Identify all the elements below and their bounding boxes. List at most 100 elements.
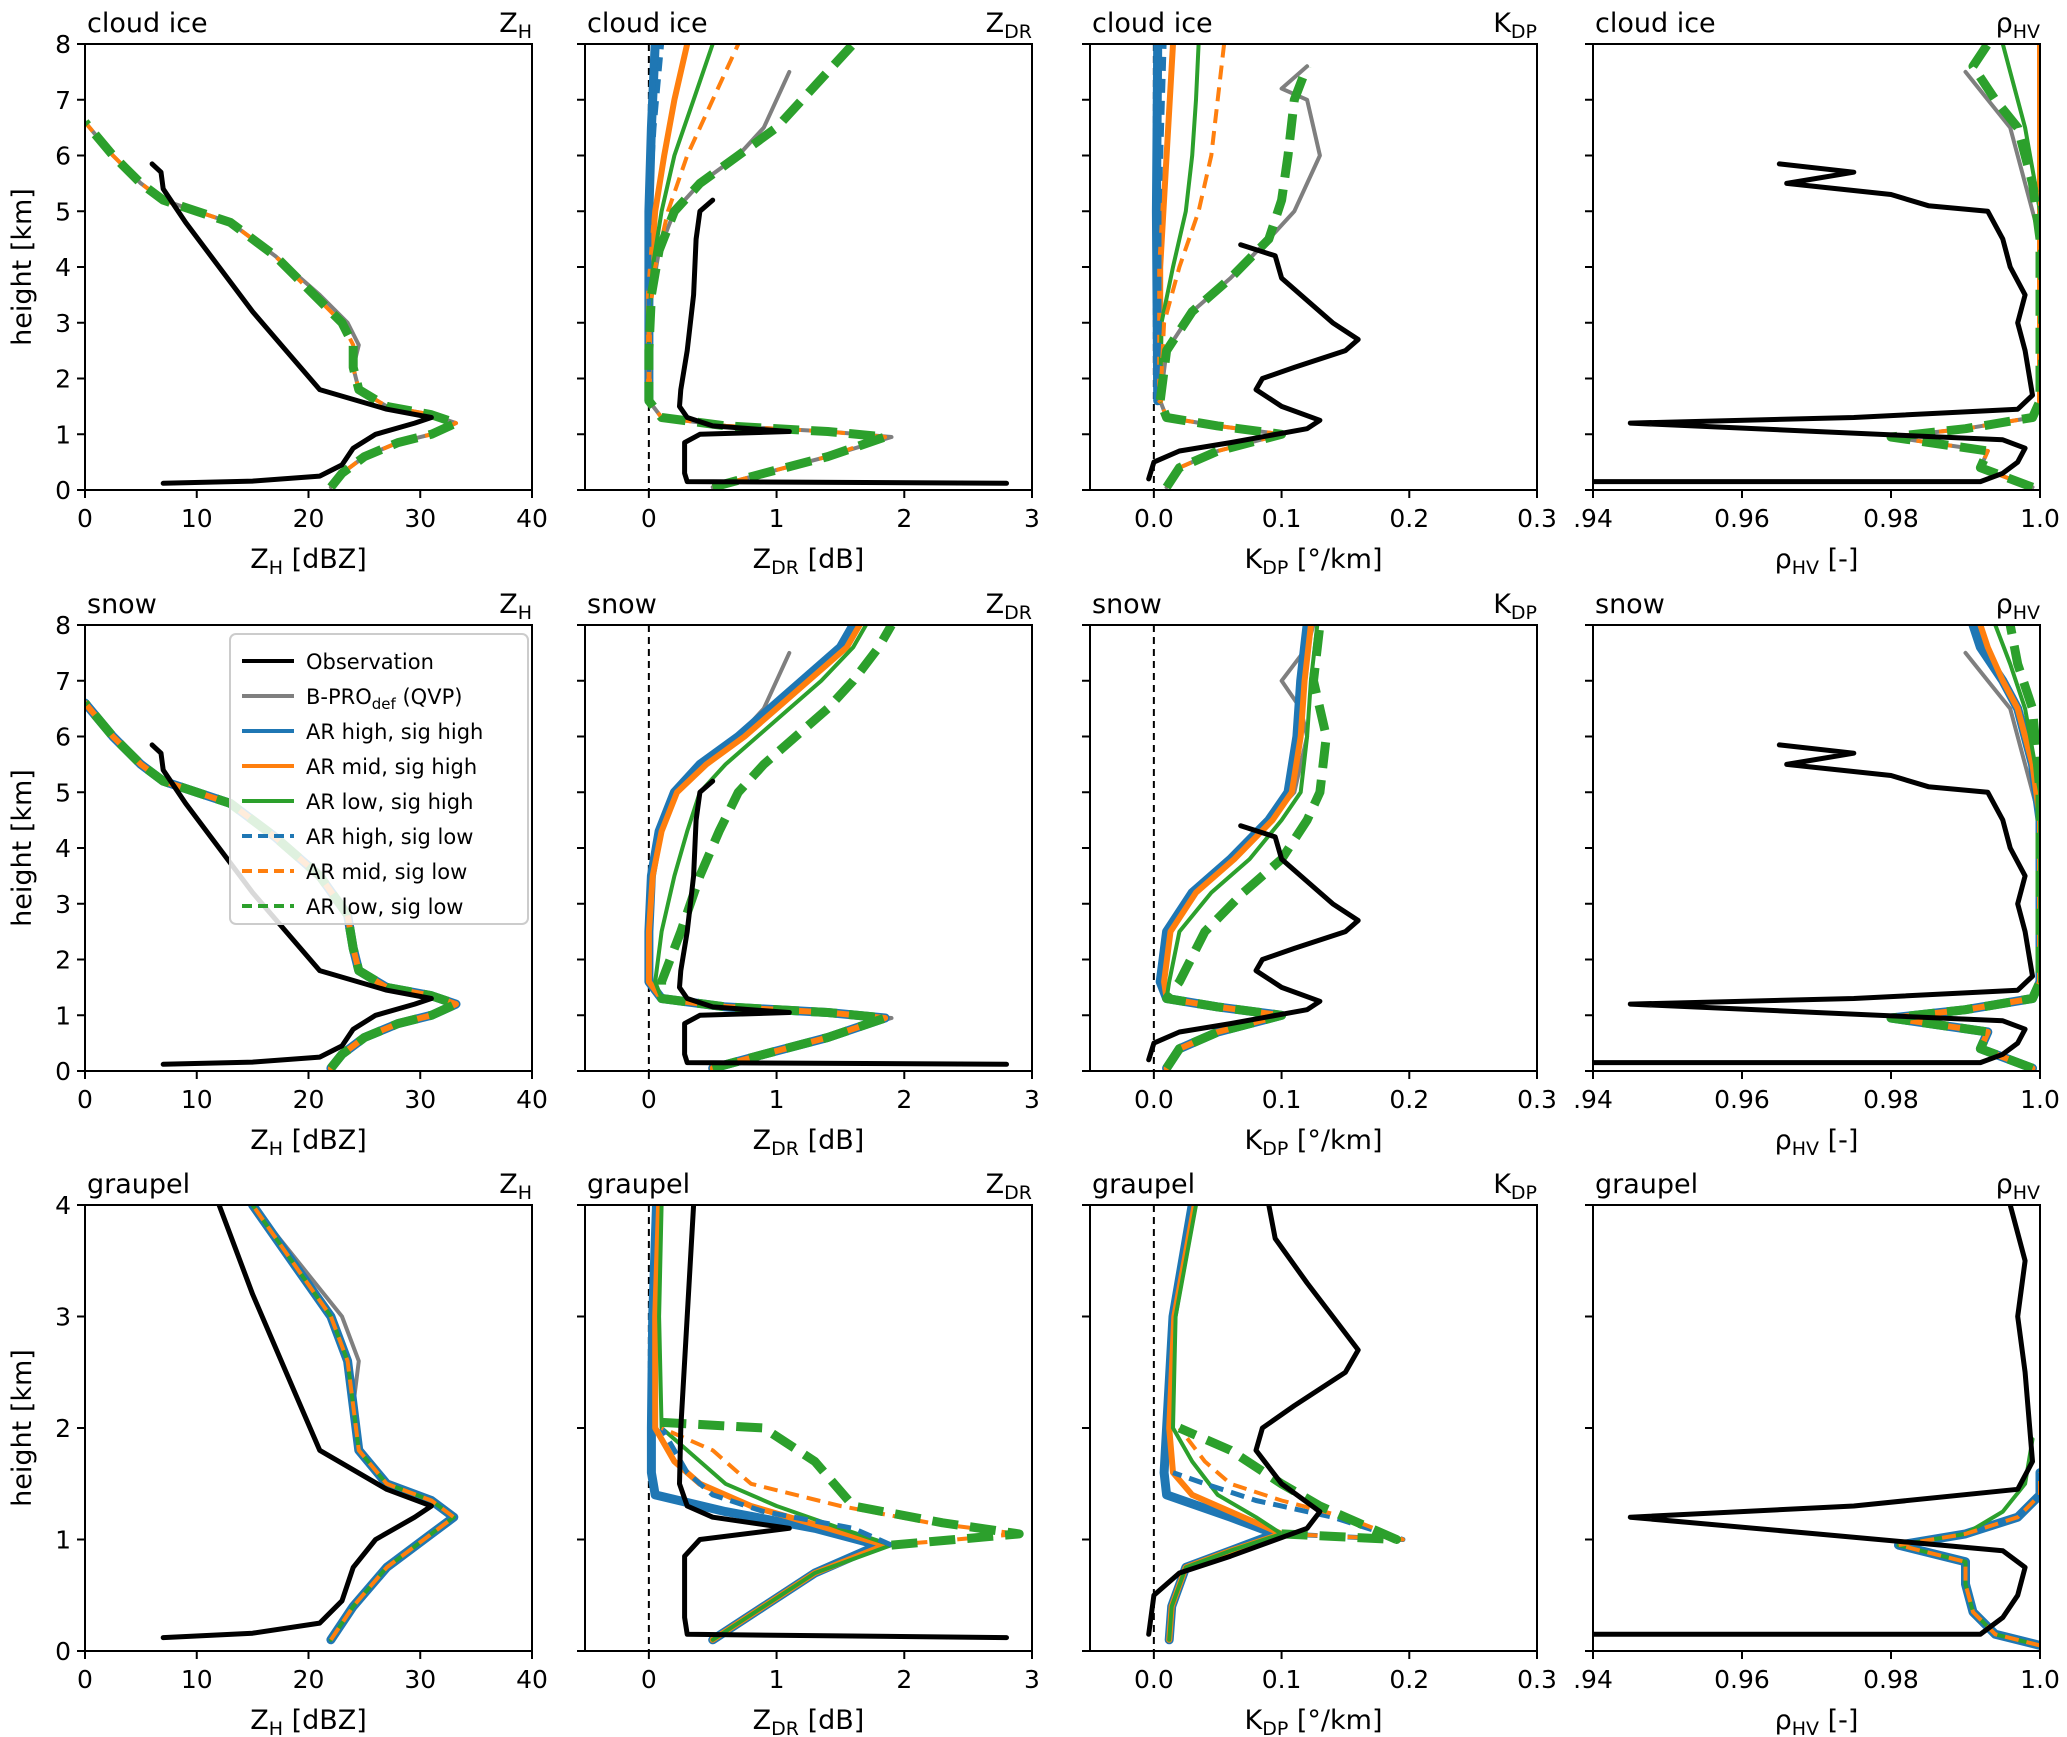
series-line-ar-mid-sig-low bbox=[1889, 44, 2040, 490]
x-tick-label: 1 bbox=[769, 1665, 785, 1694]
series-group bbox=[160, 1205, 459, 1645]
y-tick-label: 1 bbox=[55, 1526, 71, 1555]
x-tick-label: 2 bbox=[896, 1085, 912, 1114]
series-line-observation bbox=[677, 197, 1009, 486]
y-tick-label: 4 bbox=[55, 1191, 71, 1220]
y-tick-label: 4 bbox=[55, 253, 71, 282]
x-tick-label: 3 bbox=[1024, 504, 1040, 533]
series-group bbox=[1146, 44, 1361, 490]
x-tick-label: 1 bbox=[769, 504, 785, 533]
x-axis-label: KDP [°/km] bbox=[1245, 1125, 1383, 1160]
legend-entry-label: AR low, sig high bbox=[306, 790, 473, 814]
x-tick-label: .94 bbox=[1573, 1085, 1613, 1114]
panel-snow-dp: 0.0 0.1 0.2 0.3 KDP [°/km] snow KDP bbox=[1082, 589, 1557, 1160]
y-axis-label: height [km] bbox=[7, 188, 38, 346]
series-line-ar-mid-sig-low bbox=[1896, 1472, 2040, 1648]
legend-entry-label: AR low, sig low bbox=[306, 895, 463, 919]
x-tick-label: 0.98 bbox=[1863, 504, 1919, 533]
series-line-observation bbox=[677, 778, 1009, 1067]
x-tick-label: 40 bbox=[516, 504, 548, 533]
series-line-observation bbox=[149, 742, 434, 1067]
series-group bbox=[644, 44, 1009, 490]
series-line-ar-low-sig-low bbox=[661, 1417, 1024, 1550]
series-line-observation bbox=[160, 1205, 434, 1641]
x-tick-label: 0.98 bbox=[1863, 1665, 1919, 1694]
variable-label: ZH bbox=[499, 1169, 532, 1204]
x-tick-label: 0 bbox=[641, 1665, 657, 1694]
y-tick-label: 2 bbox=[55, 946, 71, 975]
legend-entry-label: Observation bbox=[306, 650, 434, 674]
y-tick-label: 7 bbox=[55, 667, 71, 696]
x-axis-label: KDP [°/km] bbox=[1245, 1705, 1383, 1737]
series-line-ar-low-sig-high bbox=[1993, 625, 2040, 984]
x-axis-label: ZH [dBZ] bbox=[250, 544, 367, 579]
x-axis-label: KDP [°/km] bbox=[1245, 544, 1383, 579]
x-tick-label: .94 bbox=[1573, 504, 1613, 533]
y-tick-label: 3 bbox=[55, 1303, 71, 1332]
x-axis-label: ρHV [-] bbox=[1775, 1705, 1859, 1737]
panel-cloud-ice-dp: 0.0 0.1 0.2 0.3 KDP [°/km] cloud ice KDP bbox=[1082, 8, 1557, 579]
x-tick-label: 0.1 bbox=[1262, 504, 1302, 533]
panel-title: snow bbox=[1092, 589, 1162, 620]
x-tick-label: 0 bbox=[641, 504, 657, 533]
series-group bbox=[1146, 1205, 1406, 1645]
x-tick-label: 3 bbox=[1024, 1665, 1040, 1694]
x-tick-label: 10 bbox=[181, 1085, 213, 1114]
x-tick-label: 2 bbox=[896, 1665, 912, 1694]
x-tick-label: 0.2 bbox=[1389, 1085, 1429, 1114]
y-axis-label: height [km] bbox=[7, 769, 38, 927]
x-axis-label: ZDR [dB] bbox=[753, 1705, 865, 1737]
series-group bbox=[646, 1205, 1024, 1645]
y-tick-label: 5 bbox=[55, 778, 71, 807]
x-tick-label: 0 bbox=[77, 1665, 93, 1694]
x-tick-label: 2 bbox=[896, 504, 912, 533]
y-tick-label: 6 bbox=[55, 142, 71, 171]
panel-title: snow bbox=[1595, 589, 1665, 620]
series-line-ar-mid-sig-low bbox=[1177, 1426, 1405, 1542]
variable-label: ZH bbox=[499, 8, 532, 43]
panel-title: graupel bbox=[1595, 1169, 1698, 1200]
y-tick-label: 0 bbox=[55, 476, 71, 505]
y-tick-label: 6 bbox=[55, 723, 71, 752]
series-line-ar-mid-sig-low bbox=[1158, 44, 1284, 489]
y-tick-label: 3 bbox=[55, 309, 71, 338]
y-tick-label: 2 bbox=[55, 1414, 71, 1443]
panel-graupel-dp: 0.0 0.1 0.2 0.3 KDP [°/km] graupel KDP bbox=[1082, 1169, 1557, 1737]
x-tick-label: 0.0 bbox=[1134, 504, 1174, 533]
x-tick-label: 0.2 bbox=[1389, 1665, 1429, 1694]
legend-entry-label: AR mid, sig low bbox=[306, 860, 467, 884]
series-line-observation bbox=[1593, 161, 2035, 485]
y-tick-label: 8 bbox=[55, 30, 71, 59]
y-tick-label: 0 bbox=[55, 1637, 71, 1666]
series-line-observation bbox=[1593, 742, 2035, 1066]
x-tick-label: 0.98 bbox=[1863, 1085, 1919, 1114]
series-line-ar-mid-sig-low bbox=[646, 44, 888, 490]
x-axis-label: ZH [dBZ] bbox=[250, 1125, 367, 1160]
x-tick-label: 0.1 bbox=[1262, 1665, 1302, 1694]
x-tick-label: 0.96 bbox=[1714, 1665, 1770, 1694]
panel-cloud-ice-h: 0 1 2 3 4 5 6 7 8 0 10 20 30 40 ZH [dBZ] cloud ice ZH hei… bbox=[7, 8, 548, 579]
series-group bbox=[1593, 625, 2040, 1071]
x-tick-label: 0.3 bbox=[1517, 504, 1557, 533]
panel-title: graupel bbox=[1092, 1169, 1195, 1200]
x-tick-label: 0.2 bbox=[1389, 504, 1429, 533]
axes-frame bbox=[1089, 1204, 1538, 1652]
series-line-ar-low-sig-low bbox=[644, 44, 890, 490]
series-line-ar-low-sig-high bbox=[657, 1205, 894, 1642]
series-line-observation bbox=[677, 1205, 1009, 1641]
x-tick-label: 10 bbox=[181, 504, 213, 533]
variable-label: KDP bbox=[1493, 1169, 1537, 1204]
legend-entry-label: B-PROdef (QVP) bbox=[306, 685, 462, 713]
series-line-ar-low-sig-high bbox=[646, 44, 715, 403]
x-tick-label: 20 bbox=[293, 1085, 325, 1114]
x-tick-label: 0.3 bbox=[1517, 1665, 1557, 1694]
series-line-ar-mid-sig-high bbox=[1888, 625, 2040, 1071]
panel-title: graupel bbox=[587, 1169, 690, 1200]
series-group bbox=[85, 698, 461, 1071]
y-tick-label: 2 bbox=[55, 365, 71, 394]
panel-snow-hv: .94 0.96 0.98 1.0 ρHV [-] snow ρHV bbox=[1573, 589, 2060, 1160]
variable-label: KDP bbox=[1493, 589, 1537, 624]
axes-frame bbox=[84, 43, 533, 491]
series-line-ar-low-sig-low bbox=[85, 700, 461, 1071]
